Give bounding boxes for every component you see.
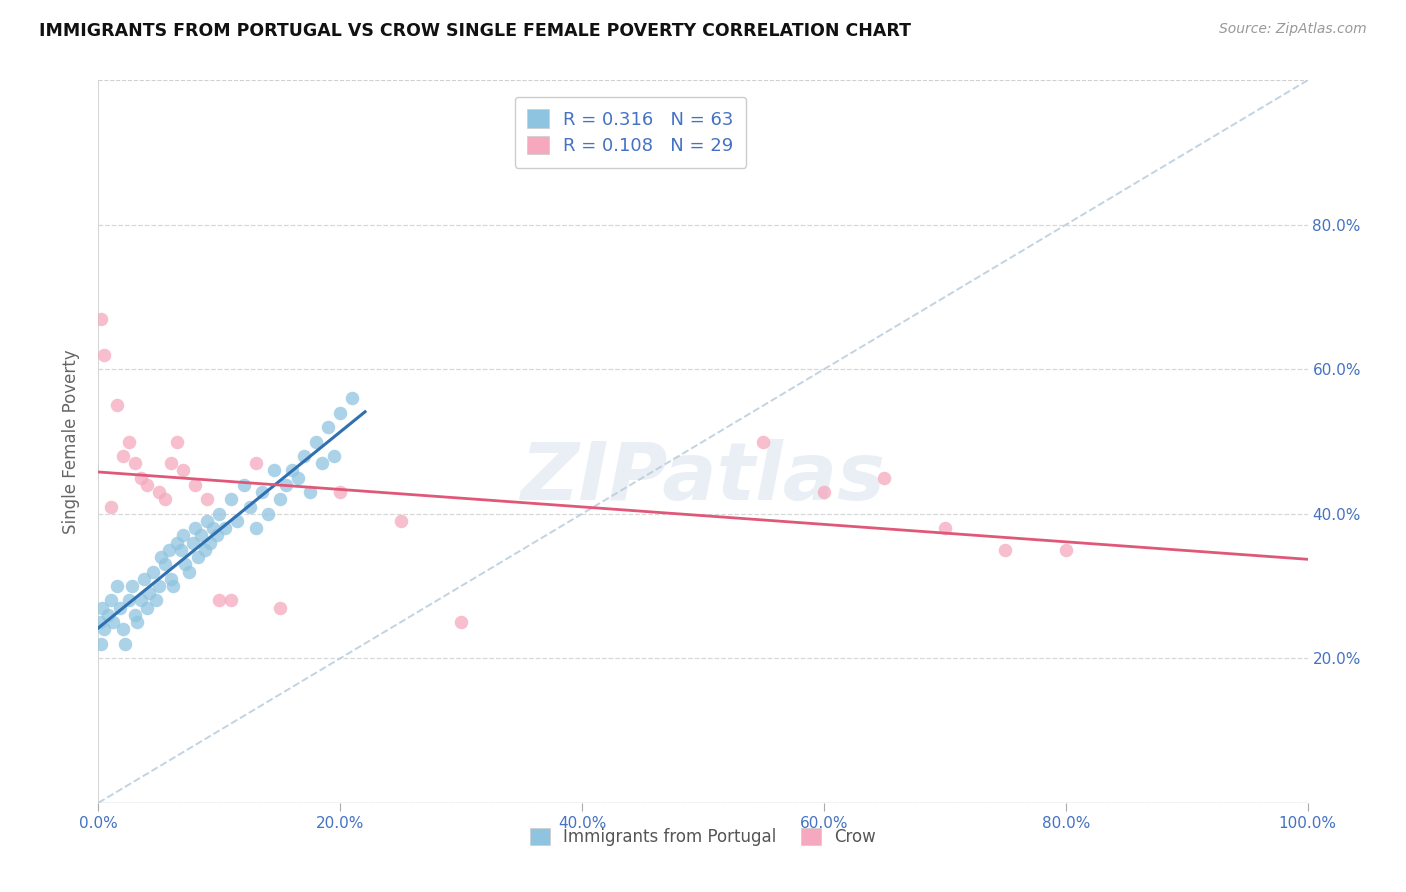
Point <box>232 478 254 492</box>
Point <box>205 528 228 542</box>
Point <box>187 550 209 565</box>
Point <box>90 311 112 326</box>
Point <box>169 542 191 557</box>
Point <box>194 542 217 557</box>
Point <box>208 593 231 607</box>
Point <box>813 485 835 500</box>
Point <box>190 528 212 542</box>
Point <box>91 600 114 615</box>
Point <box>305 434 328 449</box>
Point <box>105 398 128 412</box>
Point <box>93 348 115 362</box>
Point <box>184 478 207 492</box>
Point <box>135 478 157 492</box>
Point <box>316 420 339 434</box>
Point <box>166 434 188 449</box>
Point <box>90 637 112 651</box>
Text: Source: ZipAtlas.com: Source: ZipAtlas.com <box>1219 22 1367 37</box>
Point <box>100 500 122 514</box>
Point <box>214 521 236 535</box>
Point <box>153 558 176 572</box>
Point <box>172 528 194 542</box>
Point <box>157 542 180 557</box>
Point <box>101 615 124 630</box>
Point <box>160 456 183 470</box>
Point <box>148 485 170 500</box>
Point <box>121 579 143 593</box>
Point <box>129 471 152 485</box>
Point <box>138 586 160 600</box>
Point <box>89 615 111 630</box>
Point <box>274 478 297 492</box>
Point <box>111 449 134 463</box>
Point <box>179 565 201 579</box>
Point <box>118 434 141 449</box>
Point <box>299 485 322 500</box>
Point <box>134 572 156 586</box>
Point <box>323 449 346 463</box>
Point <box>150 550 173 565</box>
Point <box>256 507 278 521</box>
Point <box>263 463 285 477</box>
Point <box>111 623 134 637</box>
Point <box>752 434 775 449</box>
Point <box>292 449 315 463</box>
Point <box>269 492 291 507</box>
Point <box>221 492 243 507</box>
Point <box>1054 542 1077 557</box>
Point <box>142 565 165 579</box>
Point <box>127 615 149 630</box>
Point <box>202 521 225 535</box>
Point <box>873 471 896 485</box>
Point <box>934 521 956 535</box>
Text: ZIPatlas: ZIPatlas <box>520 439 886 516</box>
Point <box>148 579 170 593</box>
Point <box>287 471 309 485</box>
Point <box>108 600 131 615</box>
Point <box>450 615 472 630</box>
Point <box>221 593 243 607</box>
Point <box>329 485 352 500</box>
Point <box>311 456 333 470</box>
Point <box>269 600 291 615</box>
Point <box>100 593 122 607</box>
Point <box>208 507 231 521</box>
Point <box>105 579 128 593</box>
Point <box>172 463 194 477</box>
Point <box>181 535 204 549</box>
Point <box>166 535 188 549</box>
Point <box>245 456 267 470</box>
Point <box>195 514 218 528</box>
Point <box>994 542 1017 557</box>
Point <box>281 463 304 477</box>
Point <box>153 492 176 507</box>
Point <box>329 406 352 420</box>
Text: IMMIGRANTS FROM PORTUGAL VS CROW SINGLE FEMALE POVERTY CORRELATION CHART: IMMIGRANTS FROM PORTUGAL VS CROW SINGLE … <box>39 22 911 40</box>
Point <box>145 593 167 607</box>
Point <box>195 492 218 507</box>
Point <box>93 623 115 637</box>
Point <box>129 593 152 607</box>
Point <box>239 500 262 514</box>
Point <box>97 607 120 622</box>
Point <box>245 521 267 535</box>
Point <box>184 521 207 535</box>
Point <box>124 607 146 622</box>
Point <box>226 514 249 528</box>
Point <box>118 593 141 607</box>
Point <box>198 535 221 549</box>
Point <box>162 579 184 593</box>
Y-axis label: Single Female Poverty: Single Female Poverty <box>62 350 80 533</box>
Point <box>124 456 146 470</box>
Point <box>250 485 273 500</box>
Point <box>174 558 197 572</box>
Point <box>135 600 157 615</box>
Point <box>114 637 136 651</box>
Point <box>160 572 183 586</box>
Point <box>389 514 412 528</box>
Point <box>342 391 364 405</box>
Legend: Immigrants from Portugal, Crow: Immigrants from Portugal, Crow <box>516 814 890 860</box>
